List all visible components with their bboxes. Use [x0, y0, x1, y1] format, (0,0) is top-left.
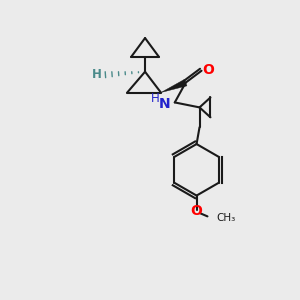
Text: O: O [190, 204, 202, 218]
Text: O: O [202, 63, 214, 77]
Polygon shape [161, 80, 187, 92]
Text: N: N [159, 98, 171, 111]
Text: CH₃: CH₃ [216, 213, 236, 224]
Text: H: H [92, 68, 101, 81]
Text: H: H [151, 92, 159, 105]
